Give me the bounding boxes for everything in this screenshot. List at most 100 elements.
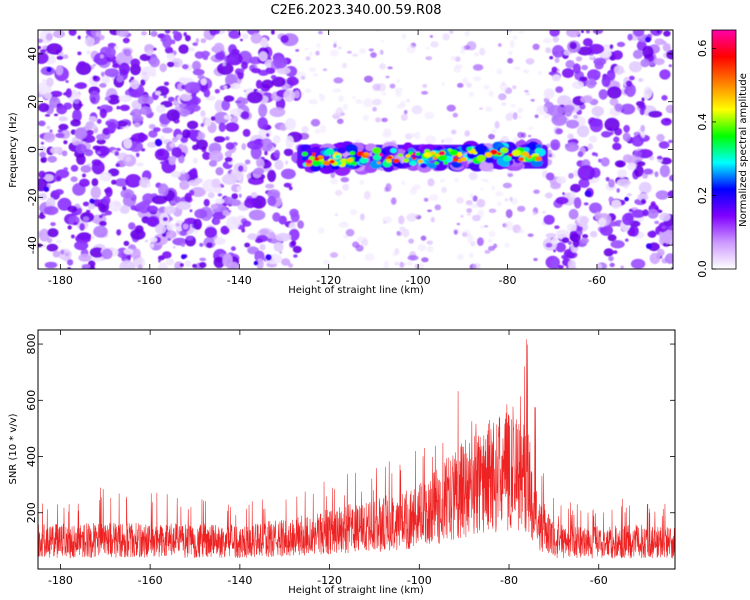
heatmap-signal-blob — [420, 163, 427, 169]
heatmap-noise-blob — [509, 196, 513, 202]
heatmap-noise-blob — [98, 215, 103, 219]
heatmap-noise-blob — [625, 80, 633, 87]
heatmap-noise-blob — [360, 213, 365, 221]
heatmap-noise-blob — [392, 252, 398, 257]
heatmap-noise-blob — [457, 253, 464, 261]
heatmap-noise-blob — [256, 258, 264, 269]
heatmap-noise-blob — [248, 209, 266, 221]
heatmap-noise-blob — [536, 105, 548, 115]
heatmap-noise-blob — [100, 213, 107, 217]
heatmap-noise-blob — [122, 37, 130, 44]
heatmap-signal-blob — [301, 156, 308, 161]
heatmap-noise-blob — [656, 155, 663, 160]
heatmap-noise-blob — [472, 214, 481, 222]
heatmap-noise-blob — [265, 254, 272, 261]
heatmap-noise-blob — [609, 262, 615, 268]
heatmap-noise-blob — [93, 225, 108, 238]
heatmap-noise-blob — [46, 243, 59, 252]
heatmap-noise-blob — [80, 165, 92, 173]
heatmap-noise-blob — [150, 30, 158, 37]
heatmap-signal-blob — [305, 148, 313, 154]
heatmap-noise-blob — [273, 242, 284, 252]
heatmap-noise-blob — [424, 111, 435, 120]
heatmap-noise-blob — [259, 228, 270, 236]
heatmap-noise-blob — [648, 110, 663, 118]
heatmap-noise-blob — [244, 242, 251, 248]
heatmap-noise-blob — [181, 254, 186, 260]
heatmap-noise-blob — [107, 121, 117, 134]
heatmap-noise-blob — [118, 62, 130, 76]
heatmap-noise-blob — [364, 75, 373, 83]
heatmap-signal-blob — [417, 159, 424, 164]
heatmap-noise-blob — [82, 173, 86, 178]
heatmap-signal-blob — [306, 159, 313, 164]
heatmap-x-tick-label: -120 — [316, 274, 341, 287]
heatmap-noise-blob — [209, 150, 224, 163]
heatmap-noise-blob — [627, 162, 637, 171]
heatmap-noise-blob — [161, 127, 173, 134]
heatmap-noise-blob — [118, 94, 132, 103]
heatmap-noise-blob — [572, 238, 580, 248]
heatmap-noise-blob — [70, 119, 81, 127]
heatmap-noise-blob — [404, 133, 413, 140]
heatmap-noise-blob — [247, 140, 263, 150]
heatmap-noise-blob — [446, 104, 456, 112]
heatmap-noise-blob — [43, 132, 56, 143]
heatmap-noise-blob — [175, 223, 180, 227]
heatmap-noise-blob — [408, 238, 414, 244]
heatmap-noise-blob — [258, 103, 268, 118]
heatmap-noise-blob — [46, 43, 63, 55]
heatmap-noise-blob — [567, 259, 576, 269]
heatmap-x-tick-label: -160 — [137, 274, 162, 287]
colorbar-tick-label: 0.0 — [696, 260, 709, 278]
heatmap-noise-blob — [552, 36, 559, 43]
heatmap-noise-blob — [662, 43, 671, 52]
heatmap-noise-blob — [555, 128, 563, 135]
heatmap-noise-blob — [170, 171, 182, 178]
heatmap-noise-blob — [125, 174, 142, 188]
heatmap-noise-blob — [342, 256, 346, 259]
heatmap-noise-blob — [226, 56, 236, 62]
heatmap-noise-blob — [406, 260, 413, 266]
heatmap-noise-blob — [513, 35, 518, 40]
heatmap-noise-blob — [67, 225, 72, 230]
heatmap-noise-blob — [509, 43, 515, 48]
heatmap-noise-blob — [616, 178, 631, 187]
heatmap-noise-blob — [221, 99, 231, 111]
heatmap-noise-blob — [660, 157, 672, 165]
heatmap-noise-blob — [276, 67, 291, 75]
heatmap-noise-blob — [473, 52, 479, 57]
heatmap-noise-blob — [481, 178, 487, 182]
heatmap-noise-blob — [295, 49, 300, 52]
heatmap-noise-blob — [259, 243, 266, 251]
heatmap-noise-blob — [578, 178, 590, 188]
heatmap-noise-blob — [39, 228, 50, 242]
heatmap-noise-blob — [545, 232, 557, 239]
heatmap-noise-blob — [116, 30, 129, 38]
heatmap-noise-blob — [464, 130, 471, 137]
heatmap-noise-blob — [466, 82, 472, 88]
heatmap-noise-blob — [601, 75, 611, 88]
heatmap-noise-blob — [579, 216, 589, 225]
heatmap-noise-blob — [261, 79, 274, 89]
heatmap-noise-blob — [654, 220, 660, 225]
heatmap-noise-blob — [565, 59, 575, 69]
heatmap-noise-blob — [105, 46, 116, 58]
heatmap-noise-blob — [82, 201, 90, 207]
heatmap-noise-blob — [452, 112, 458, 118]
heatmap-noise-blob — [271, 30, 275, 35]
heatmap-noise-blob — [658, 141, 670, 149]
heatmap-noise-blob — [368, 48, 374, 52]
heatmap-noise-blob — [342, 103, 348, 111]
heatmap-signal-blob — [424, 149, 431, 154]
heatmap-noise-blob — [464, 45, 471, 50]
heatmap-signal-blob — [325, 148, 335, 155]
heatmap-noise-blob — [598, 217, 607, 228]
heatmap-noise-blob — [143, 94, 149, 98]
heatmap-noise-blob — [301, 126, 309, 133]
heatmap-signal-blob — [535, 147, 541, 152]
heatmap-noise-blob — [55, 65, 64, 76]
heatmap-noise-blob — [210, 55, 215, 61]
heatmap-noise-blob — [650, 201, 656, 207]
heatmap-noise-blob — [472, 263, 481, 269]
